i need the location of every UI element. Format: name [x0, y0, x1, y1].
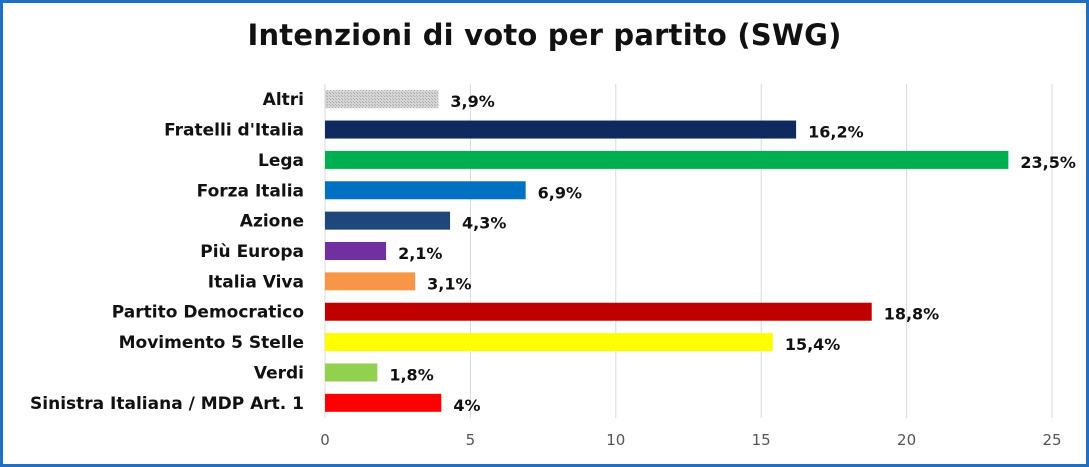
category-label: Italia Viva: [208, 272, 304, 292]
bar: [325, 272, 416, 291]
bar: [325, 90, 439, 109]
data-label: 16,2%: [808, 123, 864, 142]
category-label: Più Europa: [200, 242, 304, 262]
category-label: Altri: [263, 90, 304, 110]
data-label: 23,5%: [1020, 153, 1076, 172]
bar: [325, 302, 872, 321]
x-tick-label: 20: [897, 431, 916, 449]
data-label: 1,8%: [389, 365, 433, 384]
category-label: Lega: [258, 151, 304, 171]
category-label: Movimento 5 Stelle: [119, 333, 304, 353]
bar: [325, 393, 442, 412]
bar: [325, 211, 451, 230]
chart-title: Intenzioni di voto per partito (SWG): [247, 18, 842, 52]
category-label: Forza Italia: [197, 181, 304, 201]
x-tick-label: 0: [320, 431, 330, 449]
x-tick-label: 5: [466, 431, 476, 449]
category-label: Sinistra Italiana / MDP Art. 1: [30, 394, 304, 414]
data-label: 4%: [453, 396, 480, 415]
bar: [325, 181, 526, 200]
bar: [325, 150, 1009, 169]
bar: [325, 242, 387, 260]
category-label: Partito Democratico: [112, 303, 304, 323]
bar: [325, 120, 797, 139]
bar: [325, 333, 773, 352]
x-tick-label: 10: [606, 431, 625, 449]
data-label: 3,9%: [450, 92, 494, 111]
x-tick-label: 15: [752, 431, 771, 449]
category-label: Verdi: [254, 363, 304, 383]
data-label: 15,4%: [785, 335, 841, 354]
data-label: 2,1%: [398, 244, 442, 263]
data-label: 3,1%: [427, 274, 471, 293]
data-label: 6,9%: [538, 183, 582, 202]
category-label: Azione: [240, 212, 304, 232]
data-label: 18,8%: [884, 305, 940, 324]
data-label: 4,3%: [462, 214, 506, 233]
bar: [325, 363, 378, 382]
x-tick-label: 25: [1042, 431, 1061, 449]
category-label: Fratelli d'Italia: [164, 121, 304, 141]
